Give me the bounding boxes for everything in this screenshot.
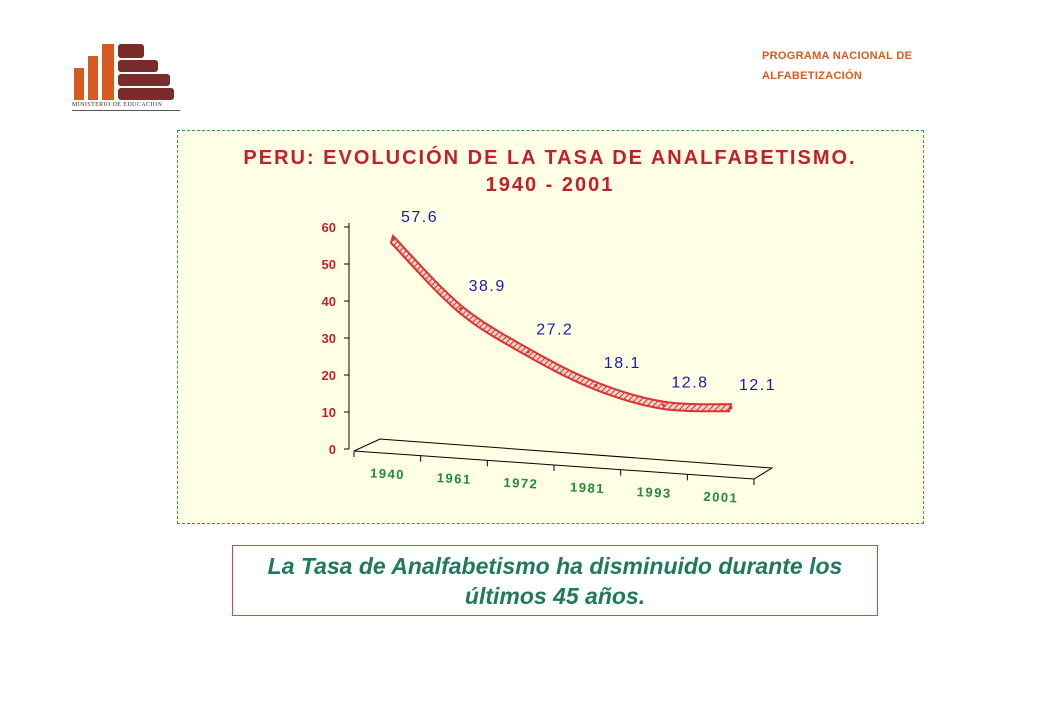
data-point xyxy=(526,350,530,354)
chart-axes: 0 10 20 30 40 50 60 1940 1961 1972 1981 1993 2001 xyxy=(322,220,774,506)
y-tick-label: 50 xyxy=(322,257,336,272)
x-tick-label: 1940 xyxy=(370,465,406,482)
program-line-2: ALFABETIZACIÓN xyxy=(762,70,863,82)
data-label: 27.2 xyxy=(536,321,573,338)
data-ribbon xyxy=(389,233,733,413)
data-labels: 57.6 38.9 27.2 18.1 12.8 12.1 xyxy=(401,209,776,394)
x-tick-label: 2001 xyxy=(703,489,739,506)
data-point xyxy=(594,384,598,388)
chart-title: PERU: EVOLUCIÓN DE LA TASA DE ANALFABETI… xyxy=(243,145,856,169)
chart-floor xyxy=(353,438,774,480)
y-tick-label: 30 xyxy=(322,331,336,346)
x-tick-label: 1993 xyxy=(636,484,672,501)
data-point xyxy=(729,406,733,410)
data-point xyxy=(459,307,463,311)
illiteracy-chart: PERU: EVOLUCIÓN DE LA TASA DE ANALFABETI… xyxy=(243,145,856,506)
logo-caption: MINISTERIO DE EDUCACION xyxy=(72,102,180,111)
y-tick-label: 0 xyxy=(329,442,336,457)
y-tick-label: 40 xyxy=(322,294,336,309)
program-title: PROGRAMA NACIONAL DE ALFABETIZACIÓN xyxy=(762,46,1002,86)
caption-box: La Tasa de Analfabetismo ha disminuido d… xyxy=(232,545,878,616)
data-label: 57.6 xyxy=(401,209,438,226)
ministry-logo xyxy=(74,44,174,100)
data-point xyxy=(661,403,665,407)
chart-subtitle: 1940 - 2001 xyxy=(486,174,615,196)
data-label: 18.1 xyxy=(604,355,641,372)
data-series-ribbon xyxy=(389,233,733,413)
x-tick-label: 1961 xyxy=(436,470,472,487)
x-tick-label: 1972 xyxy=(503,475,539,492)
program-line-1: PROGRAMA NACIONAL DE xyxy=(762,50,913,62)
data-label: 38.9 xyxy=(469,278,506,295)
data-point xyxy=(391,237,395,241)
y-tick-label: 10 xyxy=(322,405,336,420)
y-tick-label: 20 xyxy=(322,368,336,383)
y-tick-label: 60 xyxy=(322,220,336,235)
x-tick-label: 1981 xyxy=(570,479,606,496)
data-label: 12.1 xyxy=(739,377,776,394)
caption-text: La Tasa de Analfabetismo ha disminuido d… xyxy=(267,552,843,609)
chart-panel: PERU: EVOLUCIÓN DE LA TASA DE ANALFABETI… xyxy=(177,130,924,524)
data-label: 12.8 xyxy=(671,375,708,392)
